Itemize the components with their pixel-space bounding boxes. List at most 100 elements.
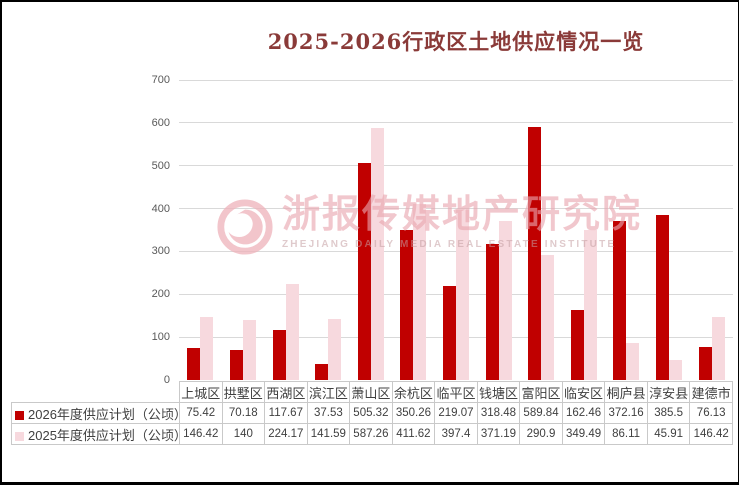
bar-series2-桐庐县 xyxy=(626,343,640,380)
data-table: 上城区 拱墅区 西湖区 滨江区 萧山区 余杭区 临平区 钱塘区 富阳区 临安区 桐庐县 淳安县 建德市 2… xyxy=(11,381,733,445)
table-row-series1: 2026年度供应计划（公顷） 75.42 70.18 117.67 37.53 505.3… xyxy=(11,402,733,424)
plot-area xyxy=(179,79,733,380)
bar-series2-萧山区 xyxy=(370,128,384,380)
bar-series1-建德市 xyxy=(698,347,712,380)
y-tick-label-500: 500 xyxy=(151,159,170,172)
value-series2-桐庐县: 86.11 xyxy=(604,423,648,445)
gridline-600 xyxy=(179,122,733,124)
bar-series1-西湖区 xyxy=(272,329,286,380)
value-series2-萧山区: 587.26 xyxy=(349,423,393,445)
bar-series1-拱墅区 xyxy=(229,349,243,380)
plot-bars xyxy=(179,80,733,380)
value-series1-上城区: 75.42 xyxy=(179,402,223,424)
bar-series1-临平区 xyxy=(442,286,456,380)
y-tick-label-400: 400 xyxy=(151,202,170,215)
legend-swatch-series2 xyxy=(15,431,24,441)
value-series2-滨江区: 141.59 xyxy=(306,423,351,445)
bar-group-临平区 xyxy=(435,80,478,380)
category-header-萧山区: 萧山区 xyxy=(349,381,393,403)
gridline-700 xyxy=(179,79,733,81)
value-series1-桐庐县: 372.16 xyxy=(604,402,648,424)
category-header-临平区: 临平区 xyxy=(434,381,478,403)
bar-series1-桐庐县 xyxy=(613,220,627,380)
category-header-西湖区: 西湖区 xyxy=(264,381,308,403)
value-series2-建德市: 146.42 xyxy=(689,423,733,445)
bar-series1-临安区 xyxy=(570,310,584,380)
legend-swatch-series1 xyxy=(15,410,24,420)
bar-group-富阳区 xyxy=(520,80,563,380)
category-header-建德市: 建德市 xyxy=(689,381,733,403)
bar-series2-富阳区 xyxy=(541,255,555,380)
bar-group-余杭区 xyxy=(392,80,435,380)
bar-series2-临平区 xyxy=(455,209,469,380)
value-series2-上城区: 146.42 xyxy=(179,423,223,445)
y-tick-label-700: 700 xyxy=(151,74,170,86)
value-series1-余杭区: 350.26 xyxy=(391,402,436,424)
category-header-滨江区: 滨江区 xyxy=(306,381,351,403)
category-header-上城区: 上城区 xyxy=(179,381,223,403)
value-series1-西湖区: 117.67 xyxy=(264,402,308,424)
y-tick-label-200: 200 xyxy=(151,288,170,301)
gridline-500 xyxy=(179,165,733,167)
bar-series2-拱墅区 xyxy=(242,320,256,380)
value-series2-拱墅区: 140 xyxy=(221,423,266,445)
bar-series2-上城区 xyxy=(200,317,214,380)
category-header-余杭区: 余杭区 xyxy=(391,381,436,403)
value-series1-临平区: 219.07 xyxy=(434,402,478,424)
bar-group-上城区 xyxy=(179,80,222,380)
value-series1-拱墅区: 70.18 xyxy=(221,402,266,424)
bar-series1-余杭区 xyxy=(400,229,414,380)
y-tick-label-300: 300 xyxy=(151,245,170,258)
value-series1-萧山区: 505.32 xyxy=(349,402,393,424)
y-tick-label-600: 600 xyxy=(151,116,170,129)
bar-series2-临安区 xyxy=(583,230,597,380)
bar-series2-淳安县 xyxy=(669,360,682,380)
value-series2-富阳区: 290.9 xyxy=(519,423,563,445)
bar-group-钱塘区 xyxy=(477,80,520,380)
legend-cell-series2: 2025年度供应计划（公顷） xyxy=(11,423,180,445)
value-series1-建德市: 76.13 xyxy=(689,402,733,424)
table-corner-cell xyxy=(12,382,180,403)
bar-group-建德市 xyxy=(690,80,733,380)
bar-group-拱墅区 xyxy=(222,80,265,380)
bar-series1-淳安县 xyxy=(656,214,669,380)
bar-series2-钱塘区 xyxy=(498,220,512,380)
category-header-临安区: 临安区 xyxy=(561,381,606,403)
bar-group-淳安县 xyxy=(648,80,691,380)
value-series2-临安区: 349.49 xyxy=(561,423,606,445)
bar-series1-萧山区 xyxy=(357,163,371,380)
bar-group-萧山区 xyxy=(349,80,392,380)
value-series1-钱塘区: 318.48 xyxy=(476,402,521,424)
value-series2-钱塘区: 371.19 xyxy=(476,423,521,445)
category-header-富阳区: 富阳区 xyxy=(519,381,563,403)
value-series1-富阳区: 589.84 xyxy=(519,402,563,424)
y-tick-label-0: 0 xyxy=(163,374,170,386)
y-tick-label-100: 100 xyxy=(151,331,170,344)
bar-series1-钱塘区 xyxy=(485,243,499,380)
bar-series2-滨江区 xyxy=(328,319,342,380)
value-series1-临安区: 162.46 xyxy=(561,402,606,424)
chart-title: 2025-2026行政区土地供应情况一览 xyxy=(267,29,645,54)
bar-series2-西湖区 xyxy=(285,283,299,380)
category-header-钱塘区: 钱塘区 xyxy=(476,381,521,403)
bar-series2-余杭区 xyxy=(413,203,427,380)
bar-group-滨江区 xyxy=(307,80,350,380)
table-row-series2: 2025年度供应计划（公顷） 146.42 140 224.17 141.59 587.2… xyxy=(11,423,733,445)
value-series1-淳安县: 385.5 xyxy=(646,402,691,424)
category-header-拱墅区: 拱墅区 xyxy=(221,381,266,403)
bar-series2-建德市 xyxy=(711,317,725,380)
bar-group-临安区 xyxy=(562,80,605,380)
bar-group-桐庐县 xyxy=(605,80,648,380)
value-series2-西湖区: 224.17 xyxy=(264,423,308,445)
table-header-row: 上城区 拱墅区 西湖区 滨江区 萧山区 余杭区 临平区 钱塘区 富阳区 临安区 桐庐县 淳安县 建德市 xyxy=(12,381,733,403)
legend-cell-series1: 2026年度供应计划（公顷） xyxy=(11,402,180,424)
bar-series1-滨江区 xyxy=(315,363,329,380)
value-series2-淳安县: 45.91 xyxy=(646,423,691,445)
category-header-桐庐县: 桐庐县 xyxy=(604,381,648,403)
bar-series1-上城区 xyxy=(187,347,201,380)
value-series2-余杭区: 411.62 xyxy=(391,423,436,445)
bar-group-西湖区 xyxy=(264,80,307,380)
value-series2-临平区: 397.4 xyxy=(434,423,478,445)
category-header-淳安县: 淳安县 xyxy=(646,381,691,403)
